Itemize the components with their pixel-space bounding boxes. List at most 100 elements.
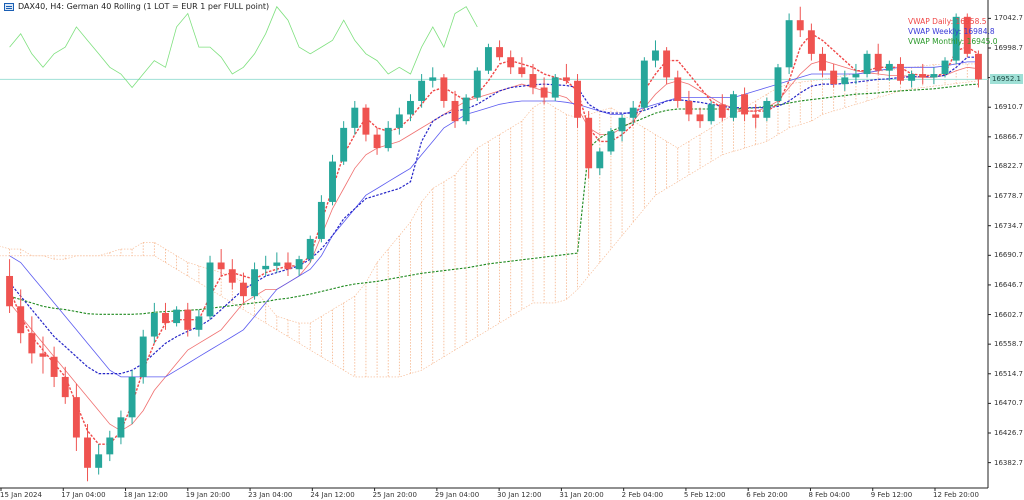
candle-body [418, 80, 426, 101]
x-tick-label: 31 Jan 20:00 [559, 491, 604, 499]
candle-body [395, 114, 403, 128]
candle-body [72, 397, 80, 438]
candle-body [95, 454, 103, 468]
candle-body [674, 77, 682, 101]
candle-body [173, 309, 181, 324]
candle-body [451, 100, 459, 122]
candle-body [84, 437, 91, 468]
y-tick-label: 16910.7 [994, 103, 1023, 112]
candle-body [741, 94, 749, 115]
candle-body [273, 262, 281, 266]
candle-body [484, 47, 492, 71]
y-tick-label: 16470.7 [994, 399, 1023, 408]
y-tick-label: 16426.7 [994, 429, 1023, 437]
y-tick-label: 16382.7 [994, 458, 1023, 467]
x-tick-label: 15 Jan 2024 [0, 491, 42, 499]
candle-body [718, 104, 726, 118]
y-tick-label: 16558.7 [994, 340, 1023, 349]
x-tick-label: 23 Jan 04:00 [248, 491, 293, 499]
candle-body [919, 74, 927, 78]
candle-body [640, 60, 648, 108]
candle-body [362, 107, 370, 135]
candle-body [251, 269, 259, 297]
candle-body [61, 376, 69, 398]
candle-body [295, 259, 303, 270]
y-tick-label: 16998.7 [994, 43, 1023, 52]
candle-body [830, 70, 838, 85]
candle-body [39, 353, 47, 357]
candle-body [128, 376, 136, 418]
current-price-label: 16952.1 [990, 74, 1023, 85]
candle-body [329, 161, 336, 202]
x-tick-label: 18 Jan 12:00 [123, 491, 168, 499]
y-tick-label: 16602.7 [994, 310, 1023, 319]
legend-vwap-monthly: VWAP Monthly: 16945.0 [908, 37, 998, 46]
candle-body [306, 238, 314, 260]
x-tick-label: 8 Feb 04:00 [808, 491, 850, 499]
x-tick-label: 2 Feb 04:00 [621, 491, 664, 499]
candle-body [852, 74, 860, 78]
candle-body [796, 20, 804, 31]
candle-body [150, 312, 158, 337]
candle-body [473, 70, 481, 98]
candle-body [930, 74, 938, 78]
candle-body [351, 107, 359, 128]
candle-body [952, 16, 960, 61]
candle-body [763, 100, 771, 118]
chart-window-icon [4, 2, 14, 11]
x-tick-label: 5 Feb 12:00 [683, 491, 726, 499]
candle-body [941, 60, 949, 75]
candle-body [696, 114, 704, 122]
vwap-daily-line [8, 32, 979, 445]
x-tick-label: 12 Feb 20:00 [933, 491, 979, 499]
candle-body [819, 53, 826, 71]
candle-body [217, 262, 225, 270]
candle-body [652, 50, 659, 61]
candle-body [6, 275, 14, 307]
legend-vwap-daily: VWAP Daily: 16958.5 [908, 17, 987, 26]
candle-body [785, 20, 793, 68]
candle-body [585, 117, 593, 169]
x-tick-label: 30 Jan 12:00 [497, 491, 542, 499]
candle-body [117, 417, 125, 438]
candle-body [841, 77, 849, 85]
vwap-monthly-line [9, 83, 979, 315]
y-tick-label: 16690.7 [994, 251, 1023, 260]
x-tick-label: 29 Jan 04:00 [434, 491, 480, 499]
y-tick-label: 16822.7 [994, 162, 1023, 171]
candle-body [429, 77, 437, 81]
chikou-span-line [9, 5, 478, 89]
candle-body [529, 74, 537, 88]
candle-body [752, 114, 760, 118]
candle-body [184, 309, 192, 330]
candle-body [284, 262, 292, 270]
tenkan-sen-line [9, 60, 979, 432]
candle-body [239, 282, 247, 297]
candle-body [106, 437, 114, 455]
y-tick-label: 16514.7 [994, 369, 1023, 378]
candle-body [863, 53, 871, 75]
candle-body [685, 100, 693, 115]
candle-body [317, 201, 325, 239]
chart-title: DAX40, H4: German 40 Rolling (1 LOT = EU… [18, 2, 270, 11]
candle-body [874, 53, 882, 71]
candle-body [373, 134, 381, 149]
candle-body [17, 306, 25, 334]
candle-body [963, 16, 971, 54]
candle-body [540, 87, 548, 98]
candle-body [885, 63, 893, 71]
candle-body [262, 265, 270, 270]
x-tick-label: 25 Jan 20:00 [372, 491, 417, 499]
candle-body [50, 356, 58, 377]
candle-body [518, 67, 526, 75]
cloud-edge-line [0, 63, 979, 324]
candle-body [384, 127, 392, 149]
x-tick-label: 6 Feb 20:00 [746, 491, 788, 499]
price-axis[interactable]: 17042.716998.716954.716910.716866.716822… [989, 0, 1024, 500]
chart-header: DAX40, H4: German 40 Rolling (1 LOT = EU… [4, 2, 269, 11]
vwap-weekly-line [9, 56, 979, 375]
candle-body [139, 336, 147, 377]
candle-body [596, 151, 604, 169]
candle-body [807, 30, 815, 54]
